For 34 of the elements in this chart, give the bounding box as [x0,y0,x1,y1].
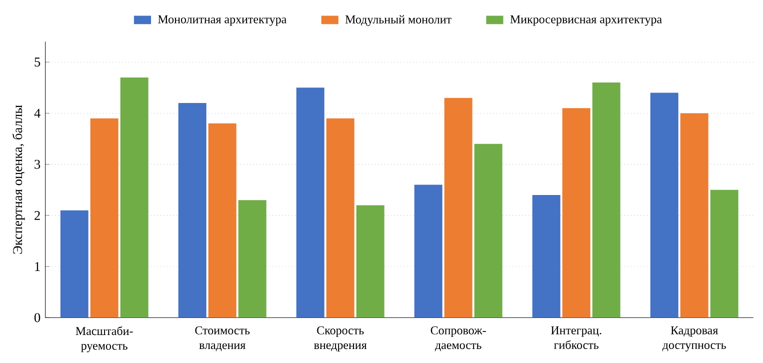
x-tick-label: Скорость внедрения [314,326,367,352]
y-tick-label: 1 [35,262,40,271]
x-tick-label: Интеграц. гибкость [551,326,602,350]
y-tick-label: 4 [34,108,40,118]
x-tick-label: Масштаби-руемость [76,326,133,352]
bar [238,200,266,318]
bar [208,123,236,318]
bar [296,88,324,318]
x-tick-label: Сопровож-даемость [430,326,486,352]
bar [562,108,590,318]
y-tick-label: 0 [34,313,40,322]
bar [178,102,206,318]
bar [414,184,442,318]
bar [90,118,118,318]
y-tick-label: 2 [34,211,40,220]
y-tick-label: 5 [34,58,40,67]
bar [444,98,472,318]
bar [60,210,88,318]
legend-label: Монолитная архитектура [158,15,286,26]
bar [650,92,678,318]
legend-label: Модульный монолит [345,15,452,26]
bar [120,77,148,318]
bar [592,82,620,318]
bar [326,118,354,318]
bar [356,205,384,318]
bar [680,113,708,318]
bar [710,190,738,318]
legend-label: Микросервисная архитектура [510,15,662,26]
x-tick-label: Стоимость владения [195,326,250,352]
bar [532,194,560,318]
bar [474,144,502,318]
y-tick-label: 3 [34,160,40,169]
x-tick-label: Кадровая доступность [662,326,726,352]
y-axis-title: Экспертная оценка, баллы [12,105,25,254]
